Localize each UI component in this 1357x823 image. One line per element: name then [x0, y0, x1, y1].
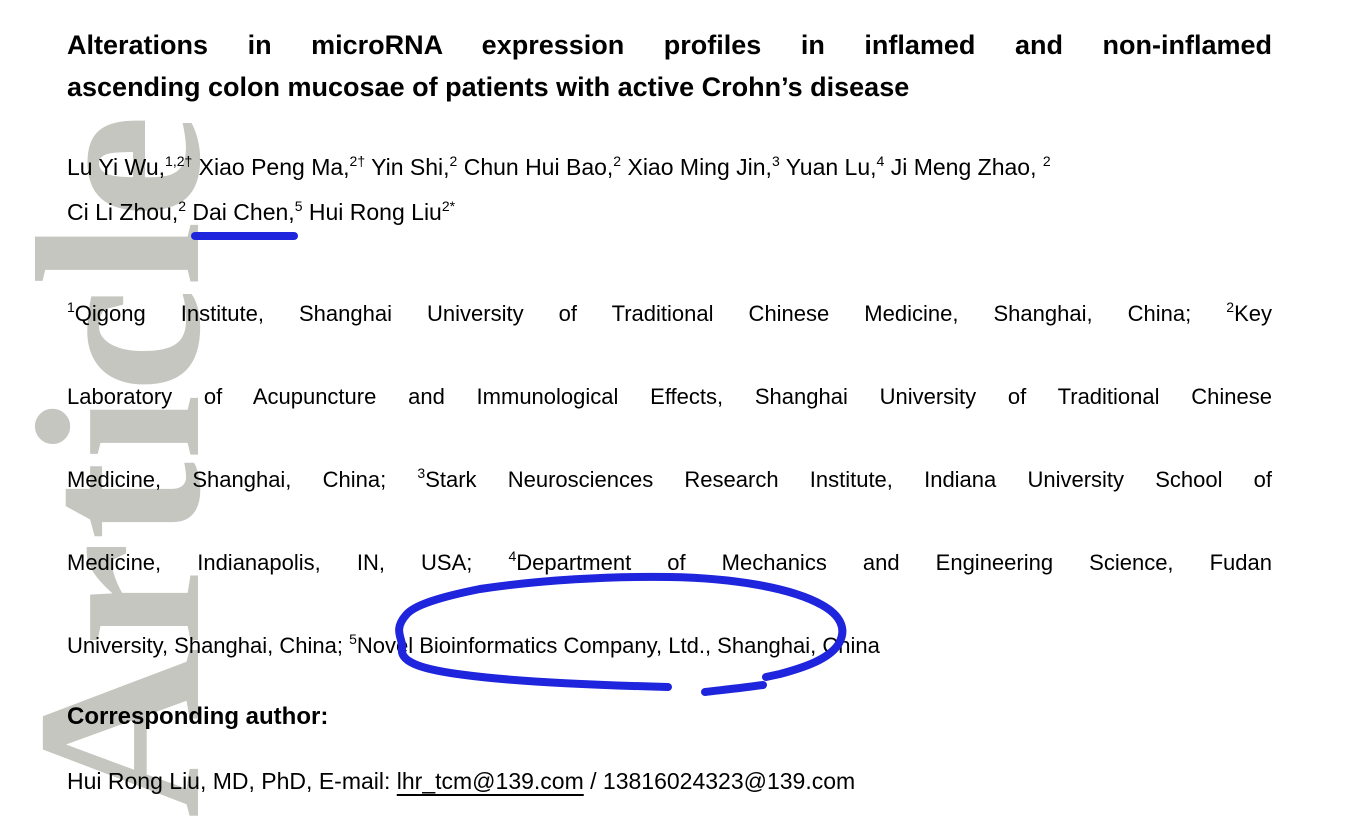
affiliation-text: Stark Neurosciences Research Institute, …	[425, 467, 1273, 492]
author-names: Ci Li Zhou,	[67, 199, 179, 225]
author-names: Lu Yi Wu,	[67, 154, 166, 180]
corresponding-contact-line: Hui Rong Liu, MD, PhD, E-mail: lhr_tcm@1…	[67, 766, 1272, 796]
author-superscript: 5	[294, 198, 303, 214]
affiliation-text: Medicine, Shanghai, China;	[67, 467, 418, 492]
author-superscript: 2	[613, 153, 622, 169]
affiliation-superscript: 2	[1226, 299, 1235, 315]
author-superscript: 2*	[441, 198, 456, 214]
affiliation-line-4: Medicine, Indianapolis, IN, USA; 4Depart…	[67, 521, 1272, 604]
affiliation-text: Laboratory of Acupuncture and Immunologi…	[67, 384, 1272, 409]
title-line-2: ascending colon mucosae of patients with…	[67, 72, 910, 102]
affiliation-line-5: University, Shanghai, China; 5Novel Bioi…	[67, 604, 1272, 687]
affiliation-superscript: 5	[349, 631, 357, 647]
affiliation-line-2: Laboratory of Acupuncture and Immunologi…	[67, 355, 1272, 438]
author-superscript: 2†	[349, 153, 366, 169]
author-superscript: 2	[449, 153, 458, 169]
author-superscript: 4	[876, 153, 885, 169]
author-names: Xiao Ming Jin,	[621, 154, 772, 180]
author-names: Ji Meng Zhao,	[884, 154, 1043, 180]
authors-line-2: Ci Li Zhou,2 Dai Chen, 5 Hui Rong Liu2*	[67, 191, 1272, 240]
page-title: Alterations in microRNA expression profi…	[67, 24, 1272, 108]
affiliation-text: Key	[1234, 301, 1272, 326]
author-superscript: 3	[771, 153, 780, 169]
title-line-1: Alterations in microRNA expression profi…	[67, 30, 1272, 60]
author-superscript: 2	[1042, 153, 1051, 169]
email-link[interactable]: lhr_tcm@139.com	[396, 768, 584, 794]
affiliation-text: Novel Bioinformatics Company, Ltd., Shan…	[356, 633, 880, 658]
affiliation-text: Medicine, Indianapolis, IN, USA;	[67, 550, 509, 575]
author-list: Lu Yi Wu,1,2† Xiao Peng Ma,2† Yin Shi,2 …	[67, 146, 1272, 240]
contact-separator: /	[583, 768, 603, 794]
author-names: Xiao Peng Ma,	[192, 154, 350, 180]
affiliation-line-3: Medicine, Shanghai, China; 3Stark Neuros…	[67, 438, 1272, 521]
author-superscript: 1,2†	[165, 153, 193, 169]
author-names: Yuan Lu,	[779, 154, 877, 180]
secondary-email-text: 13816024323@139.com	[602, 768, 856, 794]
affiliation-text: University, Shanghai, China;	[67, 633, 350, 658]
authors-line-1: Lu Yi Wu,1,2† Xiao Peng Ma,2† Yin Shi,2 …	[67, 146, 1272, 191]
corresponding-author-heading: Corresponding author:	[67, 703, 329, 730]
author-names: Chun Hui Bao,	[457, 154, 614, 180]
affiliations: 1Qigong Institute, Shanghai University o…	[67, 272, 1272, 687]
author-names: Dai Chen,	[192, 199, 295, 225]
pen-underline-annotation	[191, 232, 298, 240]
underlined-author-dai-chen: Dai Chen,	[191, 199, 298, 240]
author-names: Hui Rong Liu	[302, 199, 442, 225]
affiliation-superscript: 3	[417, 465, 426, 481]
affiliation-line-1: 1Qigong Institute, Shanghai University o…	[67, 272, 1272, 355]
affiliation-superscript: 4	[508, 548, 517, 564]
contact-text: Hui Rong Liu, MD, PhD, E-mail:	[67, 768, 397, 794]
affiliation-text: Department of Mechanics and Engineering …	[516, 550, 1272, 575]
author-names: Yin Shi,	[365, 154, 450, 180]
affiliation-text: Qigong Institute, Shanghai University of…	[74, 301, 1227, 326]
affiliation-superscript: 1	[67, 299, 75, 315]
author-superscript: 2	[178, 198, 187, 214]
